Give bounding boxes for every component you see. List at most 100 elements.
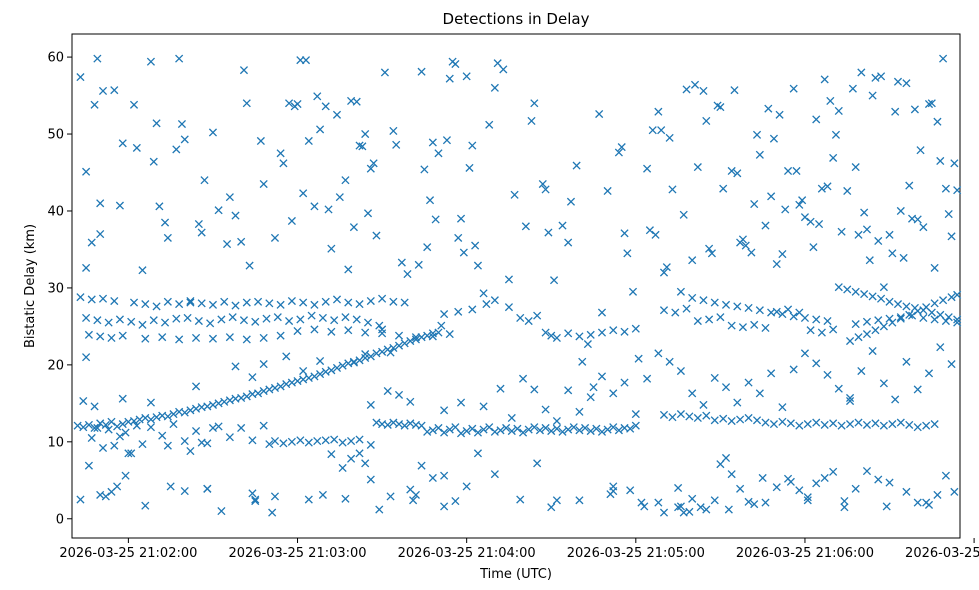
data-point xyxy=(524,316,533,326)
data-point xyxy=(727,166,736,176)
data-point xyxy=(552,416,561,426)
data-point xyxy=(347,454,356,463)
data-point xyxy=(434,149,443,158)
data-point xyxy=(197,228,206,237)
data-point xyxy=(831,130,841,139)
data-point xyxy=(558,427,567,436)
data-point xyxy=(643,164,652,173)
data-point xyxy=(194,316,203,326)
data-point xyxy=(220,297,229,306)
data-point xyxy=(654,349,663,358)
data-point xyxy=(276,331,285,340)
data-point xyxy=(485,423,494,432)
data-point xyxy=(786,419,795,428)
data-point xyxy=(349,358,358,367)
data-point xyxy=(761,498,770,507)
data-point xyxy=(369,159,378,168)
data-point xyxy=(265,440,274,449)
x-tick-label: 2026-03-25 21:03:00 xyxy=(228,546,366,561)
data-point xyxy=(191,333,201,342)
data-point xyxy=(823,316,832,326)
data-point xyxy=(347,436,356,446)
data-point xyxy=(721,300,731,309)
data-point xyxy=(158,431,167,440)
data-point xyxy=(400,339,409,348)
data-point xyxy=(434,423,443,433)
data-point xyxy=(744,497,753,506)
data-point xyxy=(769,420,779,429)
x-tick-label: 2026-03-25 21:07:00 xyxy=(905,546,979,561)
data-point xyxy=(659,268,669,277)
data-point xyxy=(772,483,781,492)
data-point xyxy=(826,96,835,106)
data-point xyxy=(783,305,793,314)
data-point xyxy=(688,389,697,398)
data-point xyxy=(251,495,260,504)
data-point xyxy=(141,300,150,309)
data-point xyxy=(747,248,756,257)
data-point xyxy=(834,283,843,292)
data-point xyxy=(276,300,285,309)
data-point xyxy=(767,369,776,378)
data-point xyxy=(293,326,302,336)
data-point xyxy=(885,297,894,306)
data-point xyxy=(829,325,838,334)
data-point xyxy=(355,141,364,150)
data-markers xyxy=(73,54,962,517)
data-point xyxy=(172,314,181,323)
data-point xyxy=(239,316,249,325)
data-point xyxy=(417,67,426,76)
data-point xyxy=(287,437,296,446)
data-point xyxy=(400,421,409,430)
data-point xyxy=(409,496,418,505)
data-point xyxy=(445,330,454,339)
data-point xyxy=(141,334,150,343)
data-point xyxy=(820,75,829,84)
data-point xyxy=(456,398,466,407)
data-point xyxy=(868,292,877,301)
data-point xyxy=(547,331,556,340)
data-point xyxy=(851,484,860,493)
data-point xyxy=(589,383,598,392)
data-point xyxy=(361,459,370,468)
data-point xyxy=(752,130,762,139)
data-point xyxy=(893,300,903,309)
data-point xyxy=(82,353,91,362)
data-point xyxy=(544,228,553,237)
data-point xyxy=(87,295,96,304)
data-point xyxy=(366,352,375,361)
data-point xyxy=(843,285,852,294)
data-point xyxy=(930,263,939,272)
data-point xyxy=(586,393,595,402)
data-point xyxy=(798,196,807,205)
data-point xyxy=(744,303,753,312)
x-tick-label: 2026-03-25 21:02:00 xyxy=(59,546,197,561)
data-point xyxy=(440,310,449,319)
data-point xyxy=(696,503,705,512)
data-point xyxy=(854,333,863,342)
data-point xyxy=(293,99,302,109)
data-point xyxy=(121,471,130,480)
data-point xyxy=(860,290,869,299)
data-point xyxy=(893,77,903,86)
data-point xyxy=(330,316,339,325)
data-point xyxy=(877,72,886,81)
data-point xyxy=(862,225,872,234)
data-point xyxy=(693,163,702,172)
data-point xyxy=(659,410,669,419)
data-point xyxy=(296,315,305,324)
data-point xyxy=(225,193,234,202)
data-point xyxy=(454,233,463,242)
data-point xyxy=(905,181,914,190)
data-point xyxy=(316,356,325,366)
data-point xyxy=(285,316,294,326)
data-point xyxy=(400,298,409,307)
data-point xyxy=(837,227,846,236)
data-point xyxy=(803,493,812,502)
data-point xyxy=(437,321,446,330)
data-point xyxy=(521,222,530,231)
data-point xyxy=(262,314,271,323)
data-point xyxy=(344,298,353,307)
data-point xyxy=(578,357,587,366)
data-point xyxy=(251,317,260,326)
